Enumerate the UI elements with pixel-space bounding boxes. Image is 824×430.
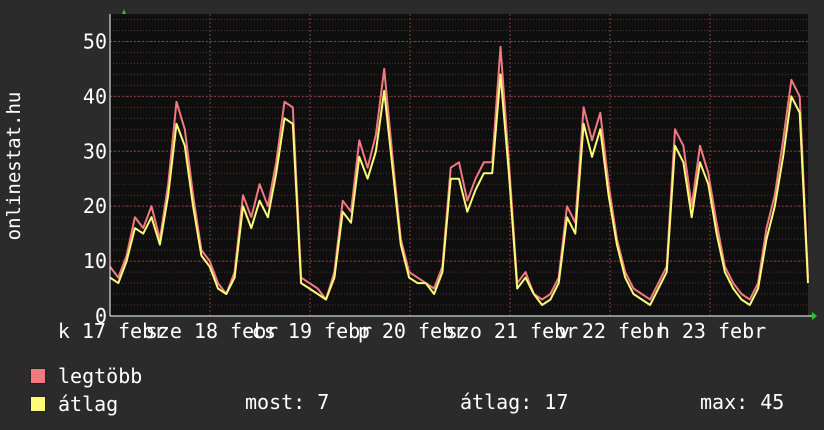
legend-item-max: legtöbb [30,364,142,388]
x-tick-label: sze 18 febr [146,319,278,343]
legend-swatch-max [30,368,46,384]
y-axis-title: onlinestat.hu [3,91,25,241]
y-tick-label: 20 [83,194,107,218]
stat-average: átlag: 17 [460,390,569,414]
legend-label-avg: átlag [58,392,119,416]
y-tick-label: 0 [95,304,107,328]
x-tick-label: szo 21 febr [446,319,578,343]
x-tick-label: h 23 febr [658,319,766,343]
x-axis-arrow-icon [812,312,817,320]
legend-swatch-avg [30,396,46,412]
x-tick-label: p 20 febr [358,319,466,343]
stat-now: most: 7 [245,390,330,414]
y-tick-label: 40 [83,84,107,108]
y-tick-label: 50 [83,29,107,53]
x-tick-label: cs 19 febr [252,319,372,343]
x-tick-label: v 22 febr [558,319,666,343]
y-axis-arrow-icon [122,9,126,14]
y-tick-label: 30 [83,139,107,163]
y-tick-label: 10 [83,249,107,273]
legend-label-max: legtöbb [58,364,143,388]
stat-max: max: 45 [700,390,785,414]
x-tick-label: k 17 febr [58,319,166,343]
legend-item-avg: átlag [30,392,118,416]
series-line-1 [109,73,809,306]
